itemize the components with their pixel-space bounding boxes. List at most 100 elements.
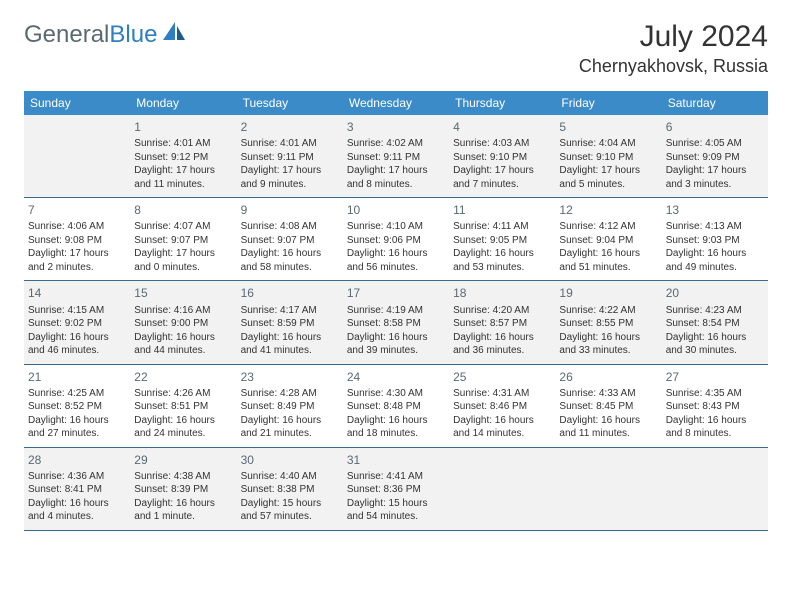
sunset-line: Sunset: 8:55 PM xyxy=(559,317,657,331)
sunrise-line: Sunrise: 4:15 AM xyxy=(28,304,126,318)
sunset-line: Sunset: 8:39 PM xyxy=(134,483,232,497)
sunrise-line: Sunrise: 4:20 AM xyxy=(453,304,551,318)
day-cell xyxy=(449,448,555,530)
sunset-line: Sunset: 8:36 PM xyxy=(347,483,445,497)
daylight-line: and 14 minutes. xyxy=(453,427,551,441)
daylight-line: and 30 minutes. xyxy=(666,344,764,358)
sunset-line: Sunset: 8:59 PM xyxy=(241,317,339,331)
sunrise-line: Sunrise: 4:25 AM xyxy=(28,387,126,401)
daylight-line: and 21 minutes. xyxy=(241,427,339,441)
daylight-line: and 11 minutes. xyxy=(134,178,232,192)
daylight-line: Daylight: 16 hours xyxy=(559,331,657,345)
daylight-line: and 53 minutes. xyxy=(453,261,551,275)
day-cell: 7Sunrise: 4:06 AMSunset: 9:08 PMDaylight… xyxy=(24,198,130,280)
day-number: 27 xyxy=(666,369,764,385)
day-number: 8 xyxy=(134,202,232,218)
sunset-line: Sunset: 8:41 PM xyxy=(28,483,126,497)
sunset-line: Sunset: 8:51 PM xyxy=(134,400,232,414)
sunset-line: Sunset: 9:10 PM xyxy=(453,151,551,165)
day-cell xyxy=(24,115,130,197)
sail-icon xyxy=(161,20,187,49)
day-cell: 1Sunrise: 4:01 AMSunset: 9:12 PMDaylight… xyxy=(130,115,236,197)
weekday-thursday: Thursday xyxy=(449,91,555,115)
day-cell: 19Sunrise: 4:22 AMSunset: 8:55 PMDayligh… xyxy=(555,281,661,363)
day-cell: 11Sunrise: 4:11 AMSunset: 9:05 PMDayligh… xyxy=(449,198,555,280)
day-number: 30 xyxy=(241,452,339,468)
week-row: 7Sunrise: 4:06 AMSunset: 9:08 PMDaylight… xyxy=(24,198,768,281)
daylight-line: Daylight: 17 hours xyxy=(134,164,232,178)
sunset-line: Sunset: 8:48 PM xyxy=(347,400,445,414)
daylight-line: Daylight: 16 hours xyxy=(666,414,764,428)
sunset-line: Sunset: 8:57 PM xyxy=(453,317,551,331)
daylight-line: Daylight: 16 hours xyxy=(134,497,232,511)
day-number: 11 xyxy=(453,202,551,218)
calendar: Sunday Monday Tuesday Wednesday Thursday… xyxy=(24,91,768,531)
day-number: 25 xyxy=(453,369,551,385)
daylight-line: Daylight: 16 hours xyxy=(28,414,126,428)
day-number: 29 xyxy=(134,452,232,468)
day-cell xyxy=(555,448,661,530)
daylight-line: Daylight: 16 hours xyxy=(241,331,339,345)
day-number: 5 xyxy=(559,119,657,135)
weekday-saturday: Saturday xyxy=(662,91,768,115)
daylight-line: Daylight: 16 hours xyxy=(559,414,657,428)
daylight-line: Daylight: 16 hours xyxy=(559,247,657,261)
sunset-line: Sunset: 8:49 PM xyxy=(241,400,339,414)
month-title: July 2024 xyxy=(579,20,768,54)
sunrise-line: Sunrise: 4:13 AM xyxy=(666,220,764,234)
day-number: 13 xyxy=(666,202,764,218)
daylight-line: and 36 minutes. xyxy=(453,344,551,358)
sunrise-line: Sunrise: 4:33 AM xyxy=(559,387,657,401)
sunset-line: Sunset: 9:05 PM xyxy=(453,234,551,248)
day-number: 14 xyxy=(28,285,126,301)
sunrise-line: Sunrise: 4:35 AM xyxy=(666,387,764,401)
day-cell: 2Sunrise: 4:01 AMSunset: 9:11 PMDaylight… xyxy=(237,115,343,197)
daylight-line: Daylight: 16 hours xyxy=(453,331,551,345)
daylight-line: Daylight: 15 hours xyxy=(241,497,339,511)
weekday-tuesday: Tuesday xyxy=(237,91,343,115)
day-number: 31 xyxy=(347,452,445,468)
sunrise-line: Sunrise: 4:04 AM xyxy=(559,137,657,151)
sunset-line: Sunset: 9:04 PM xyxy=(559,234,657,248)
daylight-line: Daylight: 16 hours xyxy=(347,414,445,428)
weekday-wednesday: Wednesday xyxy=(343,91,449,115)
sunrise-line: Sunrise: 4:23 AM xyxy=(666,304,764,318)
weekday-monday: Monday xyxy=(130,91,236,115)
sunset-line: Sunset: 8:43 PM xyxy=(666,400,764,414)
sunrise-line: Sunrise: 4:36 AM xyxy=(28,470,126,484)
day-cell: 22Sunrise: 4:26 AMSunset: 8:51 PMDayligh… xyxy=(130,365,236,447)
daylight-line: Daylight: 16 hours xyxy=(241,247,339,261)
daylight-line: and 7 minutes. xyxy=(453,178,551,192)
sunrise-line: Sunrise: 4:03 AM xyxy=(453,137,551,151)
day-cell: 12Sunrise: 4:12 AMSunset: 9:04 PMDayligh… xyxy=(555,198,661,280)
daylight-line: Daylight: 15 hours xyxy=(347,497,445,511)
daylight-line: and 8 minutes. xyxy=(347,178,445,192)
daylight-line: and 9 minutes. xyxy=(241,178,339,192)
weekday-friday: Friday xyxy=(555,91,661,115)
day-cell: 8Sunrise: 4:07 AMSunset: 9:07 PMDaylight… xyxy=(130,198,236,280)
daylight-line: and 39 minutes. xyxy=(347,344,445,358)
day-number: 16 xyxy=(241,285,339,301)
daylight-line: and 51 minutes. xyxy=(559,261,657,275)
day-number: 19 xyxy=(559,285,657,301)
day-cell: 10Sunrise: 4:10 AMSunset: 9:06 PMDayligh… xyxy=(343,198,449,280)
daylight-line: Daylight: 16 hours xyxy=(347,331,445,345)
day-cell: 16Sunrise: 4:17 AMSunset: 8:59 PMDayligh… xyxy=(237,281,343,363)
sunrise-line: Sunrise: 4:38 AM xyxy=(134,470,232,484)
day-cell: 15Sunrise: 4:16 AMSunset: 9:00 PMDayligh… xyxy=(130,281,236,363)
daylight-line: Daylight: 16 hours xyxy=(241,414,339,428)
daylight-line: Daylight: 16 hours xyxy=(666,247,764,261)
day-number: 9 xyxy=(241,202,339,218)
daylight-line: and 5 minutes. xyxy=(559,178,657,192)
daylight-line: and 8 minutes. xyxy=(666,427,764,441)
daylight-line: Daylight: 16 hours xyxy=(134,331,232,345)
sunrise-line: Sunrise: 4:07 AM xyxy=(134,220,232,234)
day-cell: 27 Sunrise: 4:35 AMSunset: 8:43 PMDayligh… xyxy=(662,365,768,447)
sunset-line: Sunset: 9:09 PM xyxy=(666,151,764,165)
daylight-line: and 57 minutes. xyxy=(241,510,339,524)
sunrise-line: Sunrise: 4:31 AM xyxy=(453,387,551,401)
daylight-line: and 49 minutes. xyxy=(666,261,764,275)
daylight-line: and 0 minutes. xyxy=(134,261,232,275)
day-cell: 28Sunrise: 4:36 AMSunset: 8:41 PMDayligh… xyxy=(24,448,130,530)
daylight-line: Daylight: 16 hours xyxy=(28,497,126,511)
